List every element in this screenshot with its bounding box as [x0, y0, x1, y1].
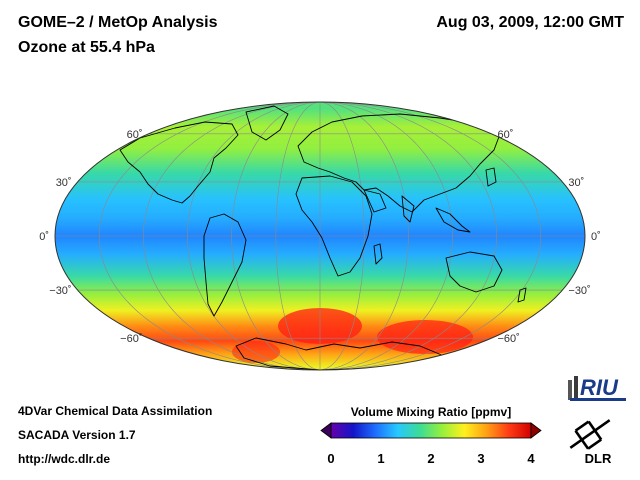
lat-label-right: 30˚: [568, 177, 584, 189]
colorbar-tick-label: 0: [327, 451, 334, 466]
colorbar-tick-label: 1: [377, 451, 384, 466]
latitude-labels: 60˚ 60˚ 30˚ 30˚ 0˚ 0˚ −30˚ −30˚ −60˚ −60˚: [39, 129, 601, 345]
riu-underline: [570, 398, 626, 401]
instrument-title: GOME–2 / MetOp Analysis: [18, 14, 218, 31]
lat-label-left: −30˚: [49, 285, 71, 297]
coast-arabia: [363, 189, 387, 213]
colorbar-underflow-arrow: [320, 422, 332, 439]
coast-africa: [295, 175, 373, 277]
coast-india: [401, 195, 415, 223]
colorbar-ticks: 0 1 2 3 4: [327, 451, 535, 466]
footer-url-link[interactable]: http://wdc.dlr.de: [18, 452, 110, 466]
lat-label-left: 30˚: [56, 177, 72, 189]
coast-south-america: [203, 213, 247, 317]
colorbar-tick-label: 3: [477, 451, 484, 466]
coastlines: [119, 105, 527, 370]
coast-japan: [485, 167, 497, 187]
coast-australia: [445, 251, 503, 293]
quantity-title: Ozone at 55.4 hPa: [18, 39, 155, 56]
coast-europe-asia: [297, 113, 501, 213]
map-field: [55, 102, 585, 370]
colorbar-tick-label: 2: [427, 451, 434, 466]
coast-greenland: [245, 105, 289, 141]
colorbar-overflow-arrow: [530, 422, 542, 439]
colorbar: [330, 422, 532, 439]
colorbar-title: Volume Mixing Ratio [ppmv]: [351, 405, 511, 419]
lat-label-right: −30˚: [568, 285, 590, 297]
lat-label-right: 0˚: [591, 231, 601, 243]
lat-label-left: 60˚: [127, 129, 143, 141]
lat-label-left: 0˚: [39, 231, 49, 243]
footer-method: 4DVar Chemical Data Assimilation: [18, 404, 213, 418]
lat-label-left: −60˚: [120, 333, 142, 345]
coast-antarctica: [235, 337, 445, 370]
map-outline: [54, 101, 586, 371]
riu-logo: RIU: [568, 375, 626, 401]
lat-label-right: −60˚: [498, 333, 520, 345]
ozone-hotspot-2: [377, 320, 473, 354]
coast-southeast-asia: [435, 207, 471, 233]
coast-madagascar: [373, 243, 383, 265]
footer-version: SACADA Version 1.7: [18, 428, 136, 442]
coast-new-zealand: [517, 287, 527, 303]
riu-logo-text: RIU: [580, 375, 619, 400]
dlr-logo: DLR: [569, 419, 612, 466]
dlr-logo-text: DLR: [585, 451, 612, 466]
riu-bar-2: [574, 376, 578, 400]
riu-bar-1: [568, 380, 572, 400]
lat-label-right: 60˚: [498, 129, 514, 141]
colorbar-tick-label: 4: [527, 451, 535, 466]
datetime-label: Aug 03, 2009, 12:00 GMT: [436, 14, 624, 31]
coast-north-america: [119, 121, 239, 204]
graticule: [55, 102, 585, 370]
